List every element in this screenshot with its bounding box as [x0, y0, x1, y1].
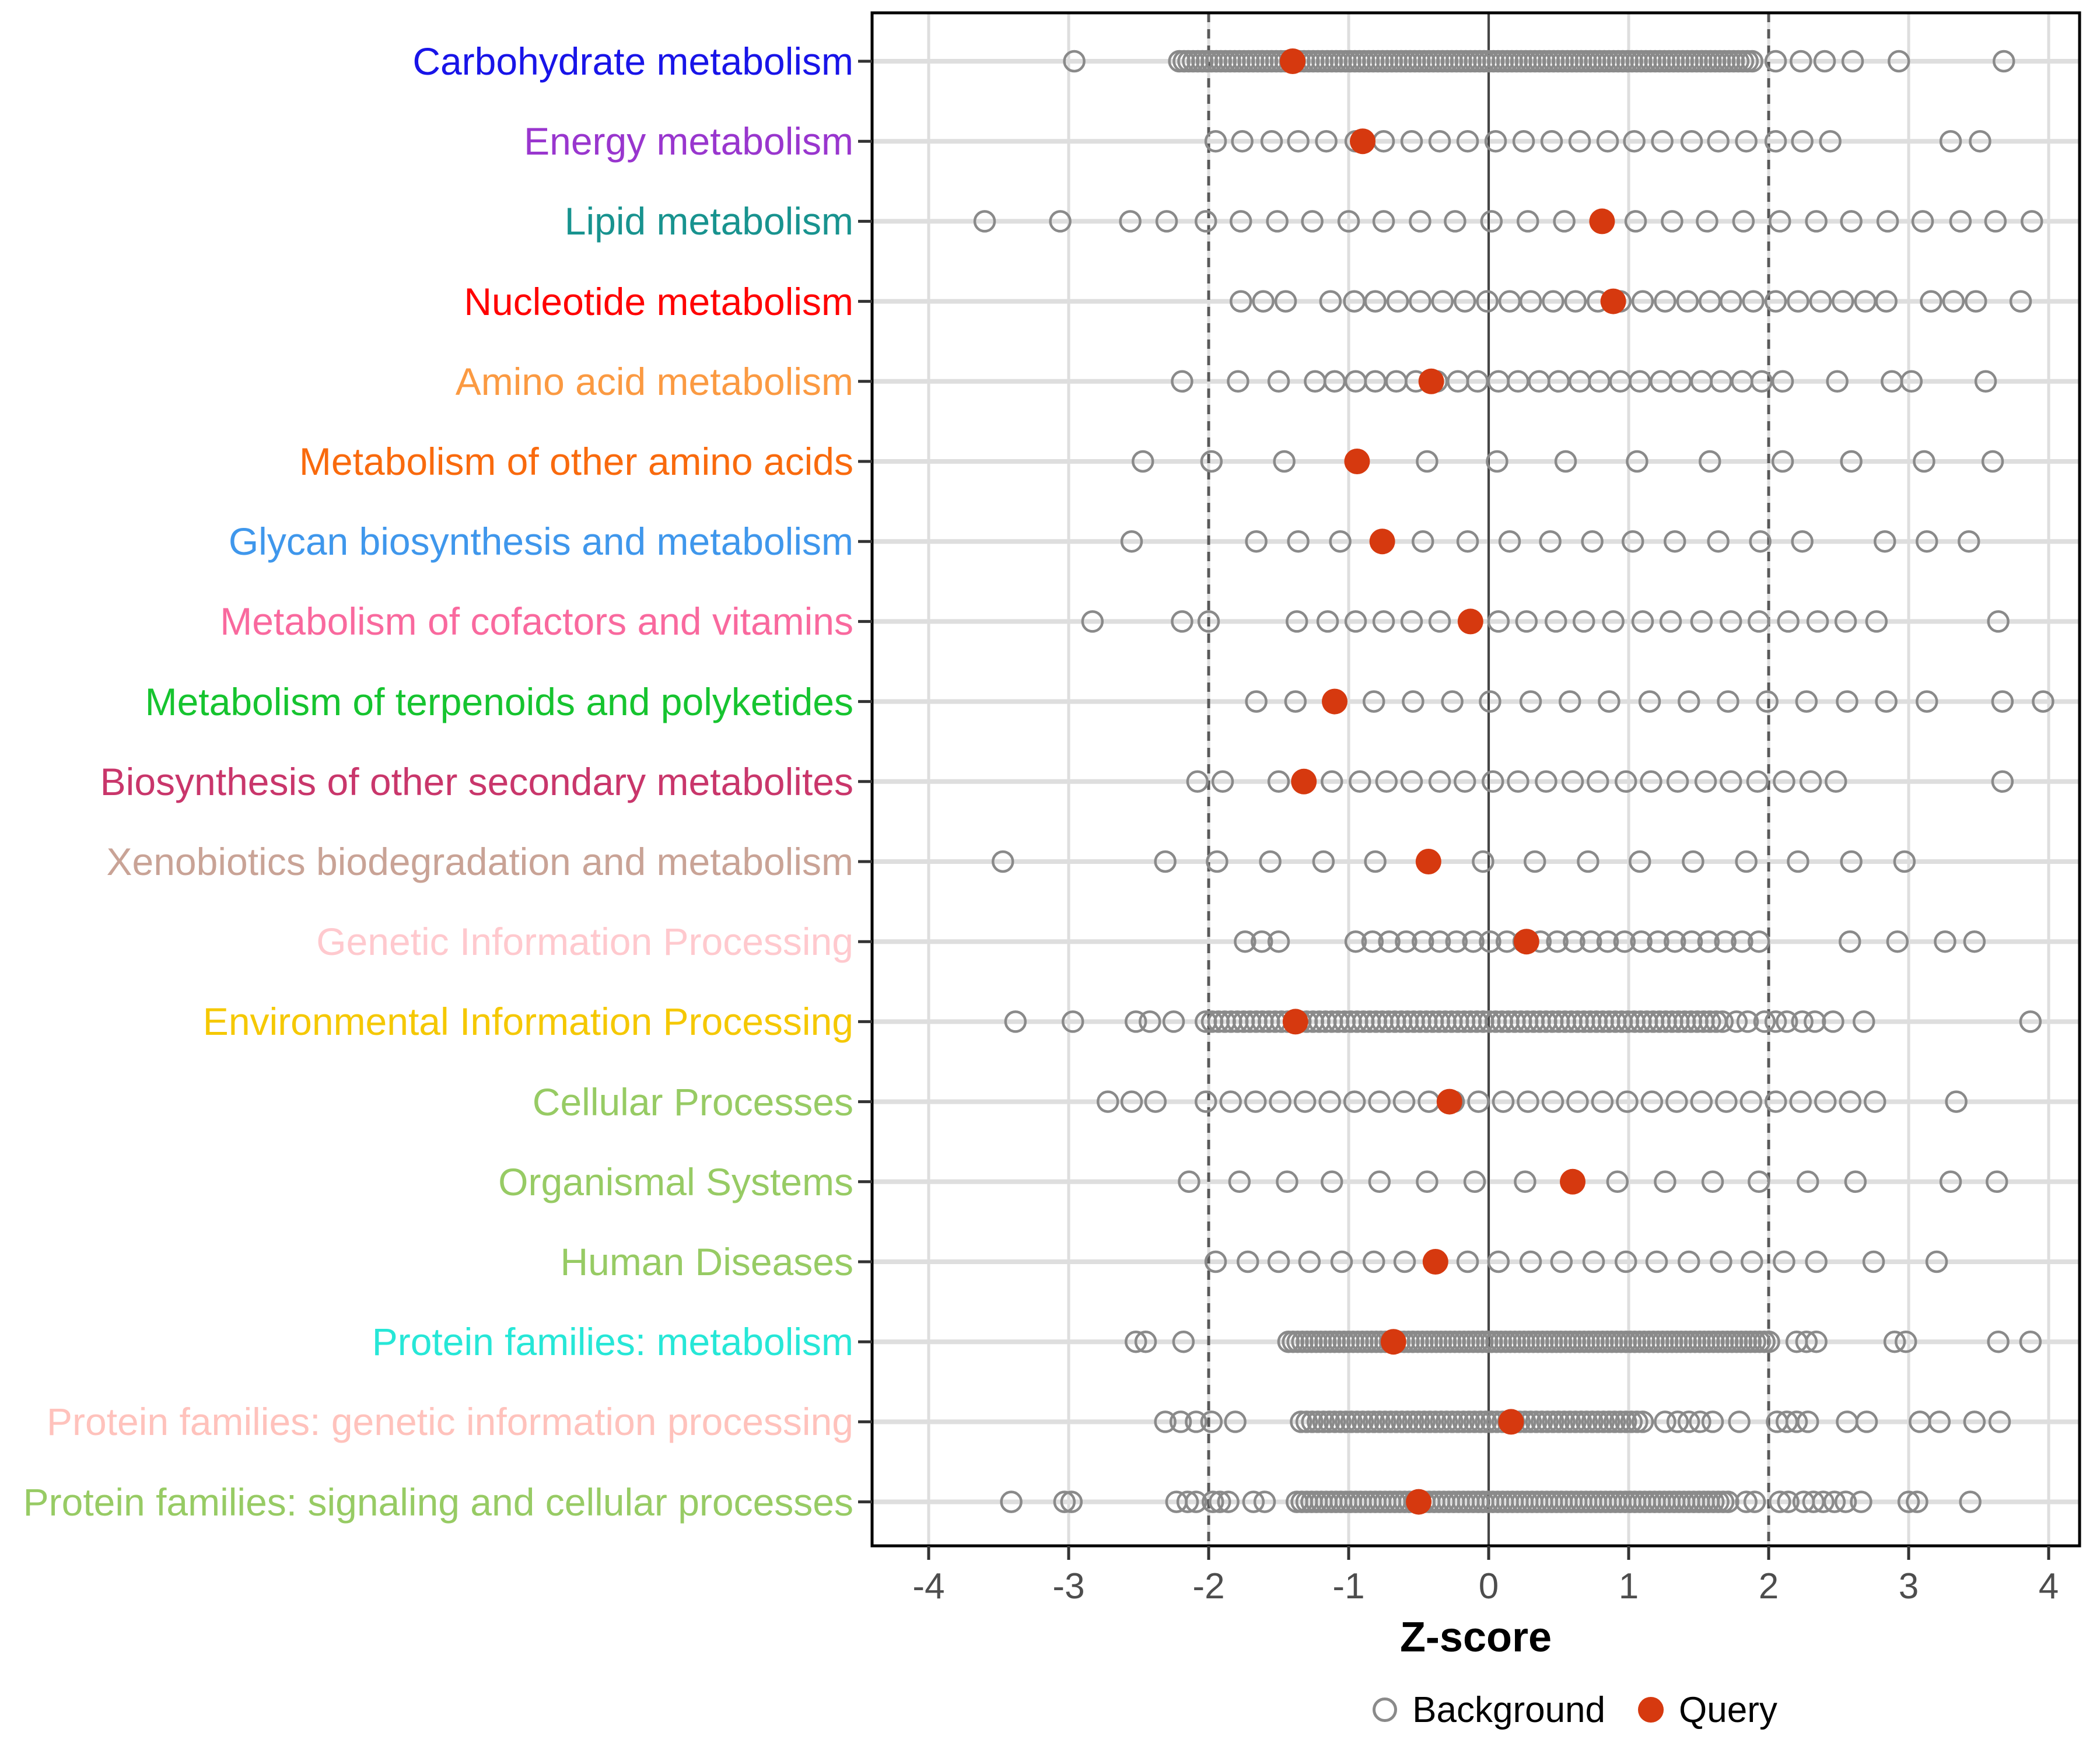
query-point-row-17	[1380, 1329, 1406, 1355]
x-tick-label: 2	[1758, 1566, 1779, 1606]
category-label-1: Carbohydrate metabolism	[412, 40, 853, 83]
query-point-row-10	[1291, 768, 1317, 794]
background-points-row-18	[1154, 1410, 2011, 1433]
query-point-row-9	[1322, 688, 1348, 715]
background-points-row-11	[991, 850, 1916, 873]
category-label-5: Amino acid metabolism	[455, 359, 853, 403]
category-label-14: Cellular Processes	[532, 1080, 853, 1124]
query-point-row-3	[1589, 208, 1615, 235]
query-point-row-4	[1600, 288, 1626, 314]
background-points-row-14	[1096, 1090, 1968, 1113]
query-point-row-11	[1415, 849, 1441, 874]
x-tick-label: 1	[1618, 1566, 1639, 1606]
query-point-row-8	[1457, 608, 1483, 635]
query-point-row-13	[1282, 1009, 1308, 1035]
x-tick-label: 0	[1478, 1566, 1499, 1606]
x-tick-label: -1	[1332, 1566, 1365, 1606]
category-label-11: Xenobiotics biodegradation and metabolis…	[106, 840, 854, 883]
query-point-row-12	[1513, 929, 1539, 955]
query-point-row-14	[1436, 1088, 1462, 1115]
background-points-row-4	[1229, 290, 2032, 313]
category-label-18: Protein families: genetic information pr…	[46, 1400, 853, 1444]
background-points-row-5	[1171, 370, 1997, 393]
background-points-row-16	[1204, 1250, 1948, 1273]
category-label-19: Protein families: signaling and cellular…	[23, 1480, 853, 1524]
legend-label-query: Query	[1679, 1689, 1777, 1730]
query-point-row-5	[1418, 368, 1444, 394]
background-points-row-15	[1178, 1170, 2008, 1194]
category-label-6: Metabolism of other amino acids	[299, 440, 853, 483]
query-point-icon	[1638, 1697, 1664, 1723]
category-label-9: Metabolism of terpenoids and polyketides	[145, 680, 853, 723]
category-label-13: Environmental Information Processing	[202, 1000, 853, 1044]
query-point-row-7	[1369, 528, 1395, 555]
x-tick-label: -4	[912, 1566, 945, 1606]
query-point-row-16	[1422, 1249, 1448, 1275]
category-label-3: Lipid metabolism	[564, 200, 853, 243]
x-tick-label: 3	[1898, 1566, 1919, 1606]
background-points-row-7	[1120, 530, 1980, 553]
category-label-4: Nucleotide metabolism	[464, 279, 853, 323]
background-points-row-1	[1063, 50, 2015, 73]
legend: Background Query	[1050, 1684, 2100, 1736]
background-points-row-9	[1245, 690, 2054, 713]
category-label-2: Energy metabolism	[524, 120, 853, 163]
panel-border	[870, 11, 2081, 1548]
query-point-row-2	[1350, 128, 1376, 155]
query-point-row-6	[1344, 449, 1370, 474]
query-point-row-15	[1560, 1168, 1586, 1195]
query-point-row-1	[1280, 48, 1306, 74]
background-point-icon	[1373, 1698, 1398, 1722]
x-axis-title: Z-score	[1399, 1614, 1552, 1661]
background-points-row-8	[1081, 610, 2010, 633]
category-label-8: Metabolism of cofactors and vitamins	[220, 600, 853, 643]
background-points-row-6	[1131, 450, 2004, 473]
legend-label-background: Background	[1412, 1689, 1606, 1730]
background-points-row-17	[1124, 1330, 2042, 1353]
category-label-7: Glycan biosynthesis and metabolism	[228, 520, 853, 564]
background-points-row-10	[1186, 770, 2014, 793]
background-points-row-3	[973, 210, 2043, 233]
x-tick-label: -2	[1192, 1566, 1225, 1606]
category-label-17: Protein families: metabolism	[372, 1320, 853, 1364]
category-label-10: Biosynthesis of other secondary metaboli…	[100, 760, 853, 803]
category-label-16: Human Diseases	[560, 1240, 853, 1283]
x-tick-label: -3	[1052, 1566, 1085, 1606]
query-point-row-18	[1498, 1409, 1524, 1435]
background-points-row-12	[1234, 930, 1986, 953]
category-label-12: Genetic Information Processing	[316, 920, 853, 964]
category-label-15: Organismal Systems	[498, 1160, 853, 1203]
query-point-row-19	[1406, 1489, 1432, 1515]
x-tick-label: 4	[2038, 1566, 2059, 1606]
